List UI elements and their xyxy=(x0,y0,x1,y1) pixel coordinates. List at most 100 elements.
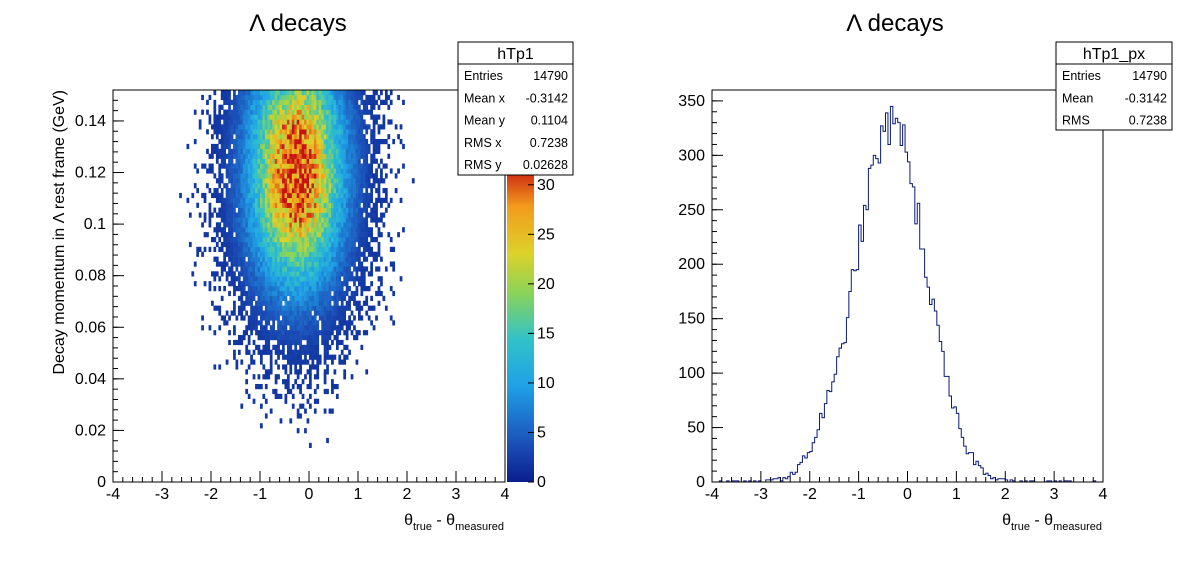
heatmap-cell xyxy=(277,99,280,105)
heatmap-cell xyxy=(272,148,275,154)
heatmap-cell xyxy=(286,251,290,257)
heatmap-cell xyxy=(240,403,244,409)
heatmap-cell xyxy=(233,276,236,282)
heatmap-cell xyxy=(372,139,376,145)
heatmap-cell xyxy=(252,114,256,120)
heatmap-cell xyxy=(274,139,278,145)
heatmap-cell xyxy=(220,163,224,169)
heatmap-cell xyxy=(331,305,334,311)
heatmap-cell xyxy=(304,153,307,159)
heatmap-cell xyxy=(255,104,258,110)
heatmap-cells xyxy=(179,90,415,448)
heatmap-cell xyxy=(262,251,266,257)
heatmap-cell xyxy=(326,237,329,243)
heatmap-cell xyxy=(291,173,295,179)
heatmap-cell xyxy=(335,281,339,287)
heatmap-cell xyxy=(237,94,241,101)
heatmap-cell xyxy=(262,114,266,120)
heatmap-cell xyxy=(296,90,300,96)
heatmap-cell xyxy=(358,192,361,199)
heatmap-cell xyxy=(304,359,307,365)
right-panel: Λ decays -4 -3 -2 -1 0 1 2 3 4 05010015020025030… xyxy=(678,10,1173,533)
heatmap-cell xyxy=(370,158,373,164)
heatmap-cell xyxy=(277,129,280,135)
heatmap-cell xyxy=(237,90,241,96)
heatmap-cell xyxy=(279,339,283,346)
heatmap-cell xyxy=(277,173,280,179)
heatmap-cell xyxy=(245,217,249,223)
heatmap-cell xyxy=(331,153,334,159)
heatmap-cell xyxy=(304,168,307,174)
heatmap-cell xyxy=(291,237,295,243)
heatmap-cell xyxy=(237,148,241,154)
heatmap-cell xyxy=(358,163,361,169)
heatmap-cell xyxy=(255,330,258,336)
heatmap-cell xyxy=(306,384,310,390)
heatmap-cell xyxy=(230,114,234,120)
heatmap-cell xyxy=(284,197,288,203)
left-stats-label: Mean x xyxy=(464,91,506,105)
heatmap-cell xyxy=(289,188,293,194)
heatmap-cell xyxy=(225,153,229,159)
heatmap-cell xyxy=(362,178,366,184)
heatmap-cell xyxy=(245,202,249,208)
heatmap-cell xyxy=(301,261,305,267)
heatmap-cell xyxy=(267,139,271,145)
heatmap-cell xyxy=(350,202,354,208)
heatmap-cell xyxy=(323,305,327,311)
heatmap-cell xyxy=(247,192,251,199)
heatmap-cell xyxy=(384,163,388,169)
heatmap-cell xyxy=(313,183,317,189)
heatmap-cell xyxy=(343,207,347,213)
heatmap-cell xyxy=(358,153,361,159)
heatmap-cell xyxy=(213,129,217,135)
heatmap-cell xyxy=(353,237,356,243)
heatmap-cell xyxy=(358,114,361,120)
heatmap-cell xyxy=(296,256,300,262)
heatmap-cell xyxy=(294,158,298,164)
heatmap-cell xyxy=(237,163,241,169)
heatmap-cell xyxy=(289,217,293,223)
heatmap-cell xyxy=(284,315,288,321)
heatmap-cell xyxy=(353,158,356,164)
heatmap-cell xyxy=(296,300,300,306)
heatmap-cell xyxy=(255,202,258,208)
heatmap-cell xyxy=(279,393,283,399)
heatmap-cell xyxy=(348,148,351,154)
heatmap-cell xyxy=(362,139,366,145)
heatmap-cell xyxy=(367,109,371,115)
heatmap-cell xyxy=(225,207,229,213)
heatmap-cell xyxy=(306,129,310,135)
heatmap-cell xyxy=(262,349,266,355)
heatmap-cell xyxy=(267,109,271,115)
heatmap-cell xyxy=(333,246,337,252)
heatmap-cell xyxy=(335,197,339,203)
heatmap-cell xyxy=(299,114,302,120)
heatmap-cell xyxy=(284,143,288,150)
heatmap-cell xyxy=(333,237,337,243)
heatmap-cell xyxy=(304,222,307,228)
heatmap-cell xyxy=(316,354,320,360)
heatmap-cell xyxy=(260,114,263,120)
heatmap-cell xyxy=(274,124,278,130)
heatmap-cell xyxy=(284,384,288,390)
heatmap-cell xyxy=(255,192,258,199)
heatmap-cell xyxy=(255,256,258,262)
heatmap-cell xyxy=(267,266,271,272)
heatmap-cell xyxy=(392,266,396,272)
heatmap-cell xyxy=(362,90,366,96)
heatmap-cell xyxy=(228,168,231,174)
heatmap-cell xyxy=(311,320,315,326)
heatmap-cell xyxy=(294,222,298,228)
heatmap-cell xyxy=(343,192,347,199)
heatmap-cell xyxy=(338,339,342,346)
heatmap-cell xyxy=(230,202,234,208)
heatmap-cell xyxy=(362,271,366,277)
heatmap-cell xyxy=(360,241,364,248)
heatmap-cell xyxy=(206,232,209,238)
heatmap-cell xyxy=(264,114,268,120)
heatmap-cell xyxy=(355,163,359,169)
heatmap-cell xyxy=(382,197,386,203)
heatmap-cell xyxy=(333,271,337,277)
heatmap-cell xyxy=(267,94,271,101)
